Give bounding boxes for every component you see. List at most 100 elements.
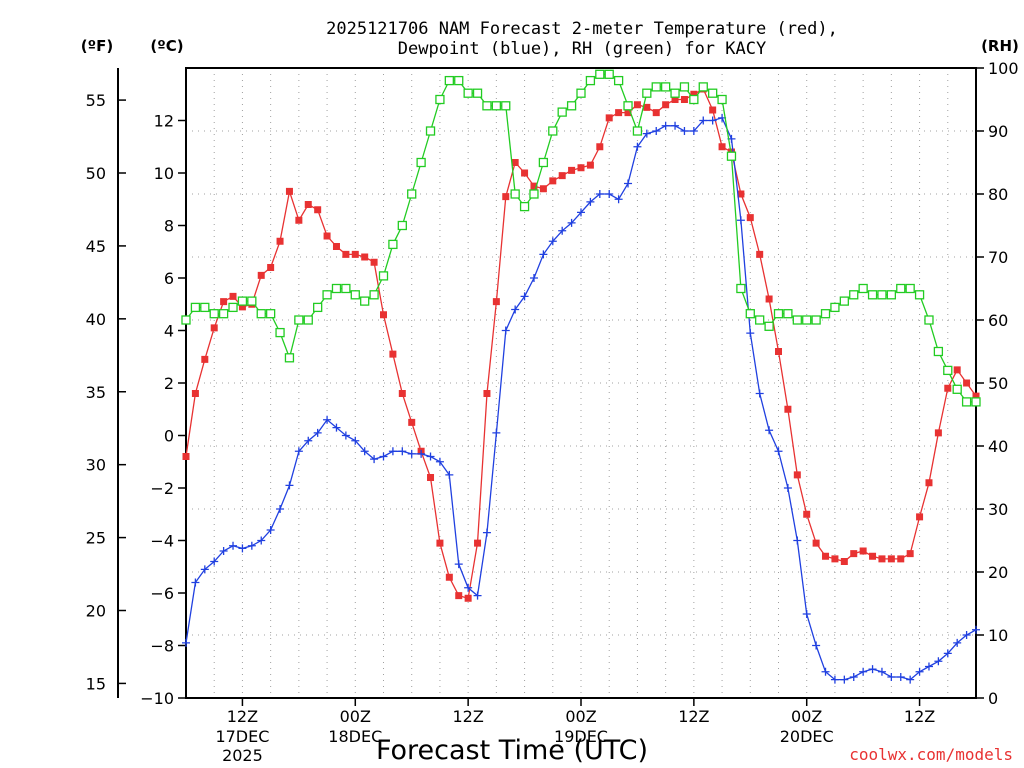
rh-point <box>943 365 953 376</box>
temperature-point <box>304 201 312 208</box>
dewpoint-point <box>229 541 238 550</box>
temperature-point <box>690 90 698 98</box>
rh-point <box>416 157 426 168</box>
dewpoint-point <box>454 560 463 569</box>
rh-point <box>491 101 502 111</box>
temperature-point <box>295 216 303 224</box>
dewpoint-point <box>529 274 538 282</box>
dewpoint-point <box>464 583 473 592</box>
temperature-point <box>577 164 585 172</box>
dewpoint-point <box>539 250 548 259</box>
rh-point <box>228 302 238 313</box>
rh-point <box>877 290 887 300</box>
fahrenheit-tick-label: 50 <box>86 164 106 183</box>
dewpoint-point <box>548 237 557 246</box>
dewpoint-point <box>558 226 567 235</box>
temperature-point <box>483 390 491 397</box>
dewpoint-point <box>501 326 510 335</box>
rh-point <box>811 315 821 325</box>
dewpoint-point <box>868 665 877 674</box>
temperature-point <box>605 114 613 122</box>
dewpoint-point <box>642 129 651 138</box>
x-tick-label-time: 00Z <box>340 707 371 726</box>
x-tick-label-time: 00Z <box>565 707 596 726</box>
dewpoint-point <box>417 449 426 458</box>
dewpoint-point <box>360 447 369 456</box>
dewpoint-point <box>746 329 755 338</box>
dewpoint-point <box>689 127 698 135</box>
rh-point <box>369 290 379 300</box>
rh-point <box>961 397 972 407</box>
dewpoint-point <box>708 116 717 125</box>
temperature-point <box>285 187 293 195</box>
rh-point <box>802 315 812 325</box>
dewpoint-point <box>351 436 360 445</box>
rh-tick-label: 70 <box>988 248 1008 267</box>
fahrenheit-tick-label: 40 <box>86 310 106 329</box>
axis-ticks: −10−8−6−4−202468101215202530354045505501… <box>86 59 1019 765</box>
temperature-point <box>831 555 839 563</box>
rh-point <box>660 82 671 92</box>
dewpoint-point <box>285 481 294 490</box>
temperature-point <box>624 109 632 117</box>
temperature-point <box>934 429 942 437</box>
dewpoint-point <box>802 610 811 618</box>
dewpoint-point <box>567 218 576 227</box>
x-tick-label-time: 12Z <box>904 707 935 726</box>
dewpoint-point <box>652 127 661 135</box>
dewpoint-point <box>276 505 285 513</box>
dewpoint-point <box>924 662 933 671</box>
rh-point <box>717 94 727 105</box>
fahrenheit-tick-label: 55 <box>86 91 106 110</box>
temperature-point <box>370 258 378 266</box>
rh-point <box>905 283 915 294</box>
dewpoint-point <box>830 675 839 684</box>
temperature-point <box>596 143 604 151</box>
celsius-tick-label: −10 <box>140 689 174 708</box>
celsius-tick-label: −2 <box>150 479 174 498</box>
temperature-point <box>549 177 557 185</box>
dewpoint-point <box>953 638 962 647</box>
temperature-point <box>530 182 538 190</box>
dewpoint-point <box>586 197 595 206</box>
dewpoint-point <box>520 292 529 301</box>
rh-unit-label: (RH) <box>981 37 1019 55</box>
dewpoint-point <box>624 179 633 188</box>
temperature-point <box>427 474 435 481</box>
temperature-point <box>765 295 773 303</box>
rh-point <box>444 75 454 86</box>
dewpoint-point <box>962 631 971 639</box>
rh-point <box>849 290 859 300</box>
temperature-point <box>822 552 830 560</box>
rh-point <box>463 88 473 98</box>
dewpoint-point <box>896 673 905 681</box>
temperature-point <box>586 161 594 169</box>
fahrenheit-tick-label: 25 <box>86 529 106 548</box>
rh-point <box>397 220 407 231</box>
rh-tick-label: 10 <box>988 626 1008 645</box>
rh-point <box>538 157 549 168</box>
temperature-point <box>276 237 284 245</box>
temperature-point <box>812 539 820 547</box>
celsius-tick-label: 6 <box>164 269 174 288</box>
rh-point <box>736 283 746 294</box>
dewpoint-point <box>680 127 689 135</box>
dewpoint-point <box>388 447 397 456</box>
temperature-point <box>709 106 717 114</box>
rh-point <box>510 189 520 199</box>
rh-point <box>303 315 313 325</box>
temperature-point <box>455 592 463 600</box>
temperature-point <box>916 513 924 521</box>
dewpoint-point <box>341 431 350 440</box>
dewpoint-point <box>332 423 341 432</box>
rh-point <box>924 315 934 325</box>
dewpoint-point <box>407 449 416 458</box>
temperature-point <box>906 550 914 558</box>
temperature-point <box>558 172 566 180</box>
temperature-point <box>803 510 811 518</box>
rh-point <box>378 271 389 281</box>
x-tick-label-date: 17DEC <box>215 727 269 746</box>
temperature-point <box>756 250 764 258</box>
x-tick-label-date: 18DEC <box>328 727 382 746</box>
dewpoint-point <box>633 142 642 151</box>
